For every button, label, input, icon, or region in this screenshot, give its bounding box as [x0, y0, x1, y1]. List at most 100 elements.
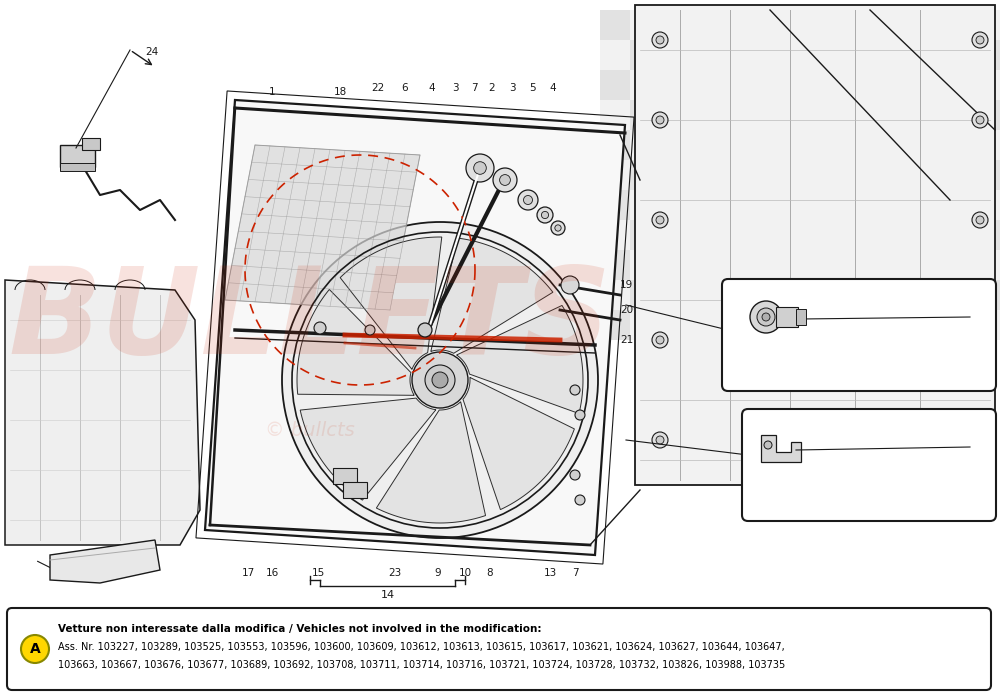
Bar [870, 10, 900, 40]
Bar [660, 40, 690, 70]
Bar [780, 160, 810, 190]
Circle shape [976, 36, 984, 44]
Circle shape [976, 216, 984, 224]
Text: © bullcts: © bullcts [265, 421, 355, 439]
Bar [870, 100, 900, 130]
Bar [930, 250, 960, 280]
Text: Vetture non interessate dalla modifica / Vehicles not involved in the modificati: Vetture non interessate dalla modifica /… [58, 624, 542, 634]
Text: 6: 6 [402, 83, 408, 93]
Text: Vale per... vedi descrizione: Vale per... vedi descrizione [758, 475, 926, 485]
Circle shape [555, 225, 561, 231]
Bar [990, 250, 1000, 280]
Bar [600, 40, 630, 70]
Polygon shape [205, 100, 625, 555]
Circle shape [537, 207, 553, 223]
Bar [720, 190, 750, 220]
Text: 4: 4 [429, 83, 435, 93]
Bar [990, 190, 1000, 220]
Bar [60, 163, 95, 171]
Circle shape [575, 410, 585, 420]
Bar [900, 220, 930, 250]
Bar [930, 10, 960, 40]
Bar [660, 130, 690, 160]
Bar [930, 100, 960, 130]
Bar [810, 40, 840, 70]
Text: 1: 1 [269, 87, 275, 97]
FancyBboxPatch shape [7, 608, 991, 690]
Bar [600, 250, 630, 280]
Bar [780, 40, 810, 70]
Bar [810, 100, 840, 130]
Bar [780, 220, 810, 250]
Text: Ass. Nr. 103227, 103289, 103525, 103553, 103596, 103600, 103609, 103612, 103613,: Ass. Nr. 103227, 103289, 103525, 103553,… [58, 642, 785, 652]
Bar [960, 130, 990, 160]
Bar [720, 160, 750, 190]
Bar [720, 280, 750, 310]
Text: 2: 2 [970, 310, 978, 324]
Circle shape [972, 212, 988, 228]
Bar [990, 160, 1000, 190]
Circle shape [432, 372, 448, 388]
Bar [750, 100, 780, 130]
Bar [870, 160, 900, 190]
Bar [660, 10, 690, 40]
Bar [930, 70, 960, 100]
Bar [780, 10, 810, 40]
Bar [660, 160, 690, 190]
Text: 14: 14 [380, 590, 395, 600]
Circle shape [575, 495, 585, 505]
Bar [930, 220, 960, 250]
Bar [750, 10, 780, 40]
Bar [690, 160, 720, 190]
Text: Valid for... see description: Valid for... see description [738, 362, 902, 372]
Polygon shape [376, 402, 486, 523]
Circle shape [656, 36, 664, 44]
Circle shape [425, 365, 455, 395]
Bar [630, 190, 660, 220]
Bar [750, 250, 780, 280]
Bar [870, 310, 900, 340]
Bar [690, 10, 720, 40]
Text: 22: 22 [371, 83, 385, 93]
Circle shape [561, 276, 579, 294]
Text: 2: 2 [489, 83, 495, 93]
Bar [900, 10, 930, 40]
Bar [930, 160, 960, 190]
Circle shape [493, 168, 517, 192]
Bar [930, 40, 960, 70]
Bar [930, 310, 960, 340]
Circle shape [466, 154, 494, 182]
Bar [900, 70, 930, 100]
Circle shape [282, 222, 598, 538]
Text: 3: 3 [509, 83, 515, 93]
Bar [900, 100, 930, 130]
Text: 23: 23 [388, 568, 402, 578]
Bar [840, 250, 870, 280]
Bar [810, 220, 840, 250]
Text: 3: 3 [452, 83, 458, 93]
Bar [990, 10, 1000, 40]
Bar [660, 220, 690, 250]
Bar [630, 250, 660, 280]
Circle shape [976, 436, 984, 444]
Bar [960, 220, 990, 250]
Bar [630, 280, 660, 310]
Bar [750, 280, 780, 310]
Bar [810, 250, 840, 280]
Circle shape [551, 221, 565, 235]
Bar [600, 280, 630, 310]
Bar [990, 220, 1000, 250]
Bar [720, 130, 750, 160]
Bar [690, 220, 720, 250]
Bar [720, 220, 750, 250]
Bar [900, 250, 930, 280]
Text: 9: 9 [435, 568, 441, 578]
Bar [930, 190, 960, 220]
Bar [660, 310, 690, 340]
Bar [780, 100, 810, 130]
Bar [780, 250, 810, 280]
Text: 12: 12 [353, 310, 367, 320]
Bar [960, 40, 990, 70]
Bar [750, 220, 780, 250]
Bar [720, 10, 750, 40]
